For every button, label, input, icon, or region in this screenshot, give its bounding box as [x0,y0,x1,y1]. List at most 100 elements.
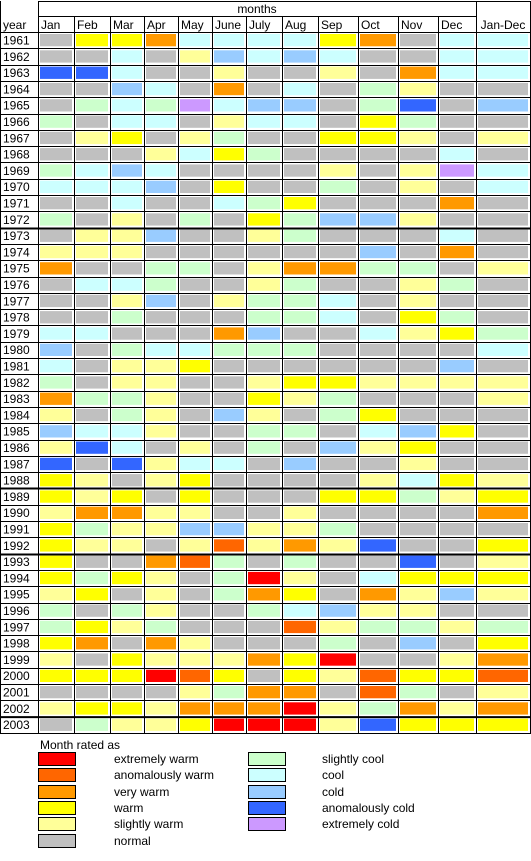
cell-1970-may [180,180,210,193]
cell-1982-sep [320,376,356,389]
year-label-1979: 1979 [3,327,30,341]
cell-1996-nov [400,604,436,617]
cell-1997-may [180,620,210,634]
cell-1989-oct [360,490,396,503]
cell-1965-sep [320,99,356,112]
cell-1981-july [248,360,280,373]
cell-1976-feb [76,278,108,291]
cell-1974-aug [284,245,316,259]
cell-1972-nov [400,213,436,226]
cell-1995-oct [360,588,396,601]
cell-1976-nov [400,278,436,291]
cell-2003-sep [320,718,356,731]
cell-1998-july [248,637,280,650]
cell-2002-aug [284,702,316,715]
year-label-1995: 1995 [3,588,30,602]
cell-1992-apr [146,539,176,552]
cell-1969-july [248,164,280,177]
cell-1981-may [180,360,210,373]
cell-1999-nov [400,653,436,666]
cell-1983-sep [320,392,356,405]
cell-1982-apr [146,376,176,389]
cell-1961-nov [400,34,436,47]
cell-1974-mar [112,245,142,259]
cell-1973-nov [400,229,436,242]
cell-1961-jan [40,34,72,47]
cell-1990-aug [284,506,316,519]
cell-1977-feb [76,294,108,308]
year-label-2000: 2000 [3,669,30,683]
cell-2003-oct [360,718,396,731]
cell-1983-aug [284,392,316,405]
column-label-aug: Aug [285,18,306,32]
cell-2001-nov [400,686,436,699]
cell-1976-aug [284,278,316,291]
cell-1978-oct [360,311,396,324]
cell-1983-jan-dec [478,392,528,405]
cell-1971-jan [40,197,72,210]
cell-1964-july [248,82,280,96]
cell-1978-aug [284,311,316,324]
cell-1965-may [180,99,210,112]
cell-1996-apr [146,604,176,617]
cell-1993-may [180,555,210,568]
cell-2003-mar [112,718,142,731]
legend-label: slightly cool [322,752,385,766]
cell-1993-feb [76,555,108,568]
cell-1998-nov [400,637,436,650]
cell-1962-jan-dec [478,50,528,63]
cell-1964-oct [360,82,396,96]
cell-1989-aug [284,490,316,503]
cell-1997-sep [320,620,356,634]
cell-1977-jan [40,294,72,308]
cell-1975-apr [146,262,176,275]
legend-swatch-sw [38,817,76,832]
cell-1968-aug [284,148,316,161]
year-label-2002: 2002 [3,702,30,716]
cell-1961-apr [146,34,176,47]
cell-1963-jan-dec [478,66,528,79]
cell-1973-june [214,229,244,242]
cell-1973-jan [40,229,72,242]
cell-1962-jan [40,50,72,63]
cell-1962-apr [146,50,176,63]
cell-1982-oct [360,376,396,389]
cell-1963-feb [76,66,108,79]
cell-1965-july [248,99,280,112]
cell-1973-may [180,229,210,242]
legend-label: cool [322,768,345,783]
cell-1977-june [214,294,244,308]
cell-1987-aug [284,457,316,471]
cell-1993-apr [146,555,176,568]
cell-1980-aug [284,343,316,356]
cell-1964-sep [320,82,356,96]
cell-1982-july [248,376,280,389]
cell-1974-jan [40,245,72,259]
cell-1980-july [248,343,280,356]
cell-1976-dec [440,278,474,291]
year-label-1990: 1990 [3,506,30,520]
cell-1978-mar [112,311,142,324]
cell-1979-june [214,327,244,340]
cell-1997-feb [76,620,108,634]
cell-1986-aug [284,441,316,454]
cell-1972-sep [320,213,356,226]
column-label-june: June [215,18,241,32]
cell-1980-sep [320,343,356,356]
cell-1980-dec [440,343,474,356]
cell-1975-jan-dec [478,262,528,275]
cell-1997-apr [146,620,176,634]
year-label-1991: 1991 [3,523,30,537]
cell-1994-apr [146,571,176,585]
cell-2001-sep [320,686,356,699]
cell-1986-nov [400,441,436,454]
cell-2000-nov [400,669,436,682]
cell-1973-sep [320,229,356,242]
cell-1976-jan-dec [478,278,528,291]
column-label-jan-dec: Jan-Dec [481,18,526,32]
cell-1994-oct [360,571,396,585]
cell-1994-sep [320,571,356,585]
year-label-1974: 1974 [3,245,30,259]
year-label-1978: 1978 [3,311,30,325]
cell-1967-oct [360,131,396,145]
